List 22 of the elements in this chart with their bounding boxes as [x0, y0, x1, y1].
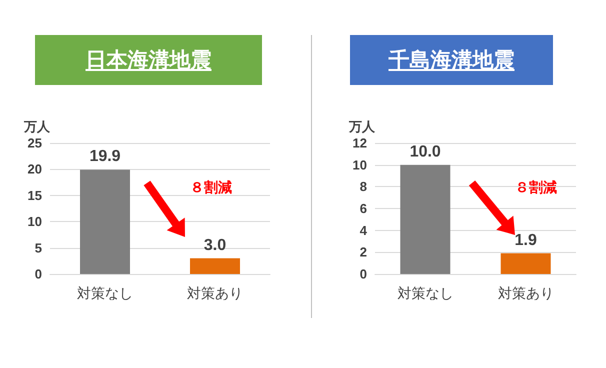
- y-axis-title: 万人: [348, 119, 376, 134]
- y-tick-label: 5: [34, 240, 42, 256]
- y-tick-label: 0: [360, 266, 367, 282]
- data-label: 1.9: [514, 232, 537, 249]
- chart-title: 日本海溝地震: [35, 35, 262, 85]
- annotation: ８割減: [190, 179, 232, 195]
- y-tick-label: 8: [360, 179, 367, 194]
- y-tick-label: 10: [28, 214, 42, 230]
- y-axis-title: 万人: [23, 119, 51, 134]
- y-tick-label: 15: [28, 188, 42, 203]
- y-tick-label: 2: [360, 244, 367, 260]
- chart-title: 千島海溝地震: [350, 35, 553, 85]
- y-tick-label: 10: [352, 157, 367, 172]
- y-tick-label: 12: [352, 136, 367, 150]
- y-tick-label: 4: [360, 222, 368, 238]
- data-label: 19.9: [89, 148, 121, 166]
- data-label: 10.0: [410, 143, 441, 160]
- data-label: 3.0: [204, 236, 226, 254]
- y-tick-label: 0: [34, 266, 42, 282]
- y-tick-label: 20: [28, 162, 42, 177]
- y-tick-label: 6: [360, 201, 367, 216]
- y-tick-label: 25: [28, 136, 42, 150]
